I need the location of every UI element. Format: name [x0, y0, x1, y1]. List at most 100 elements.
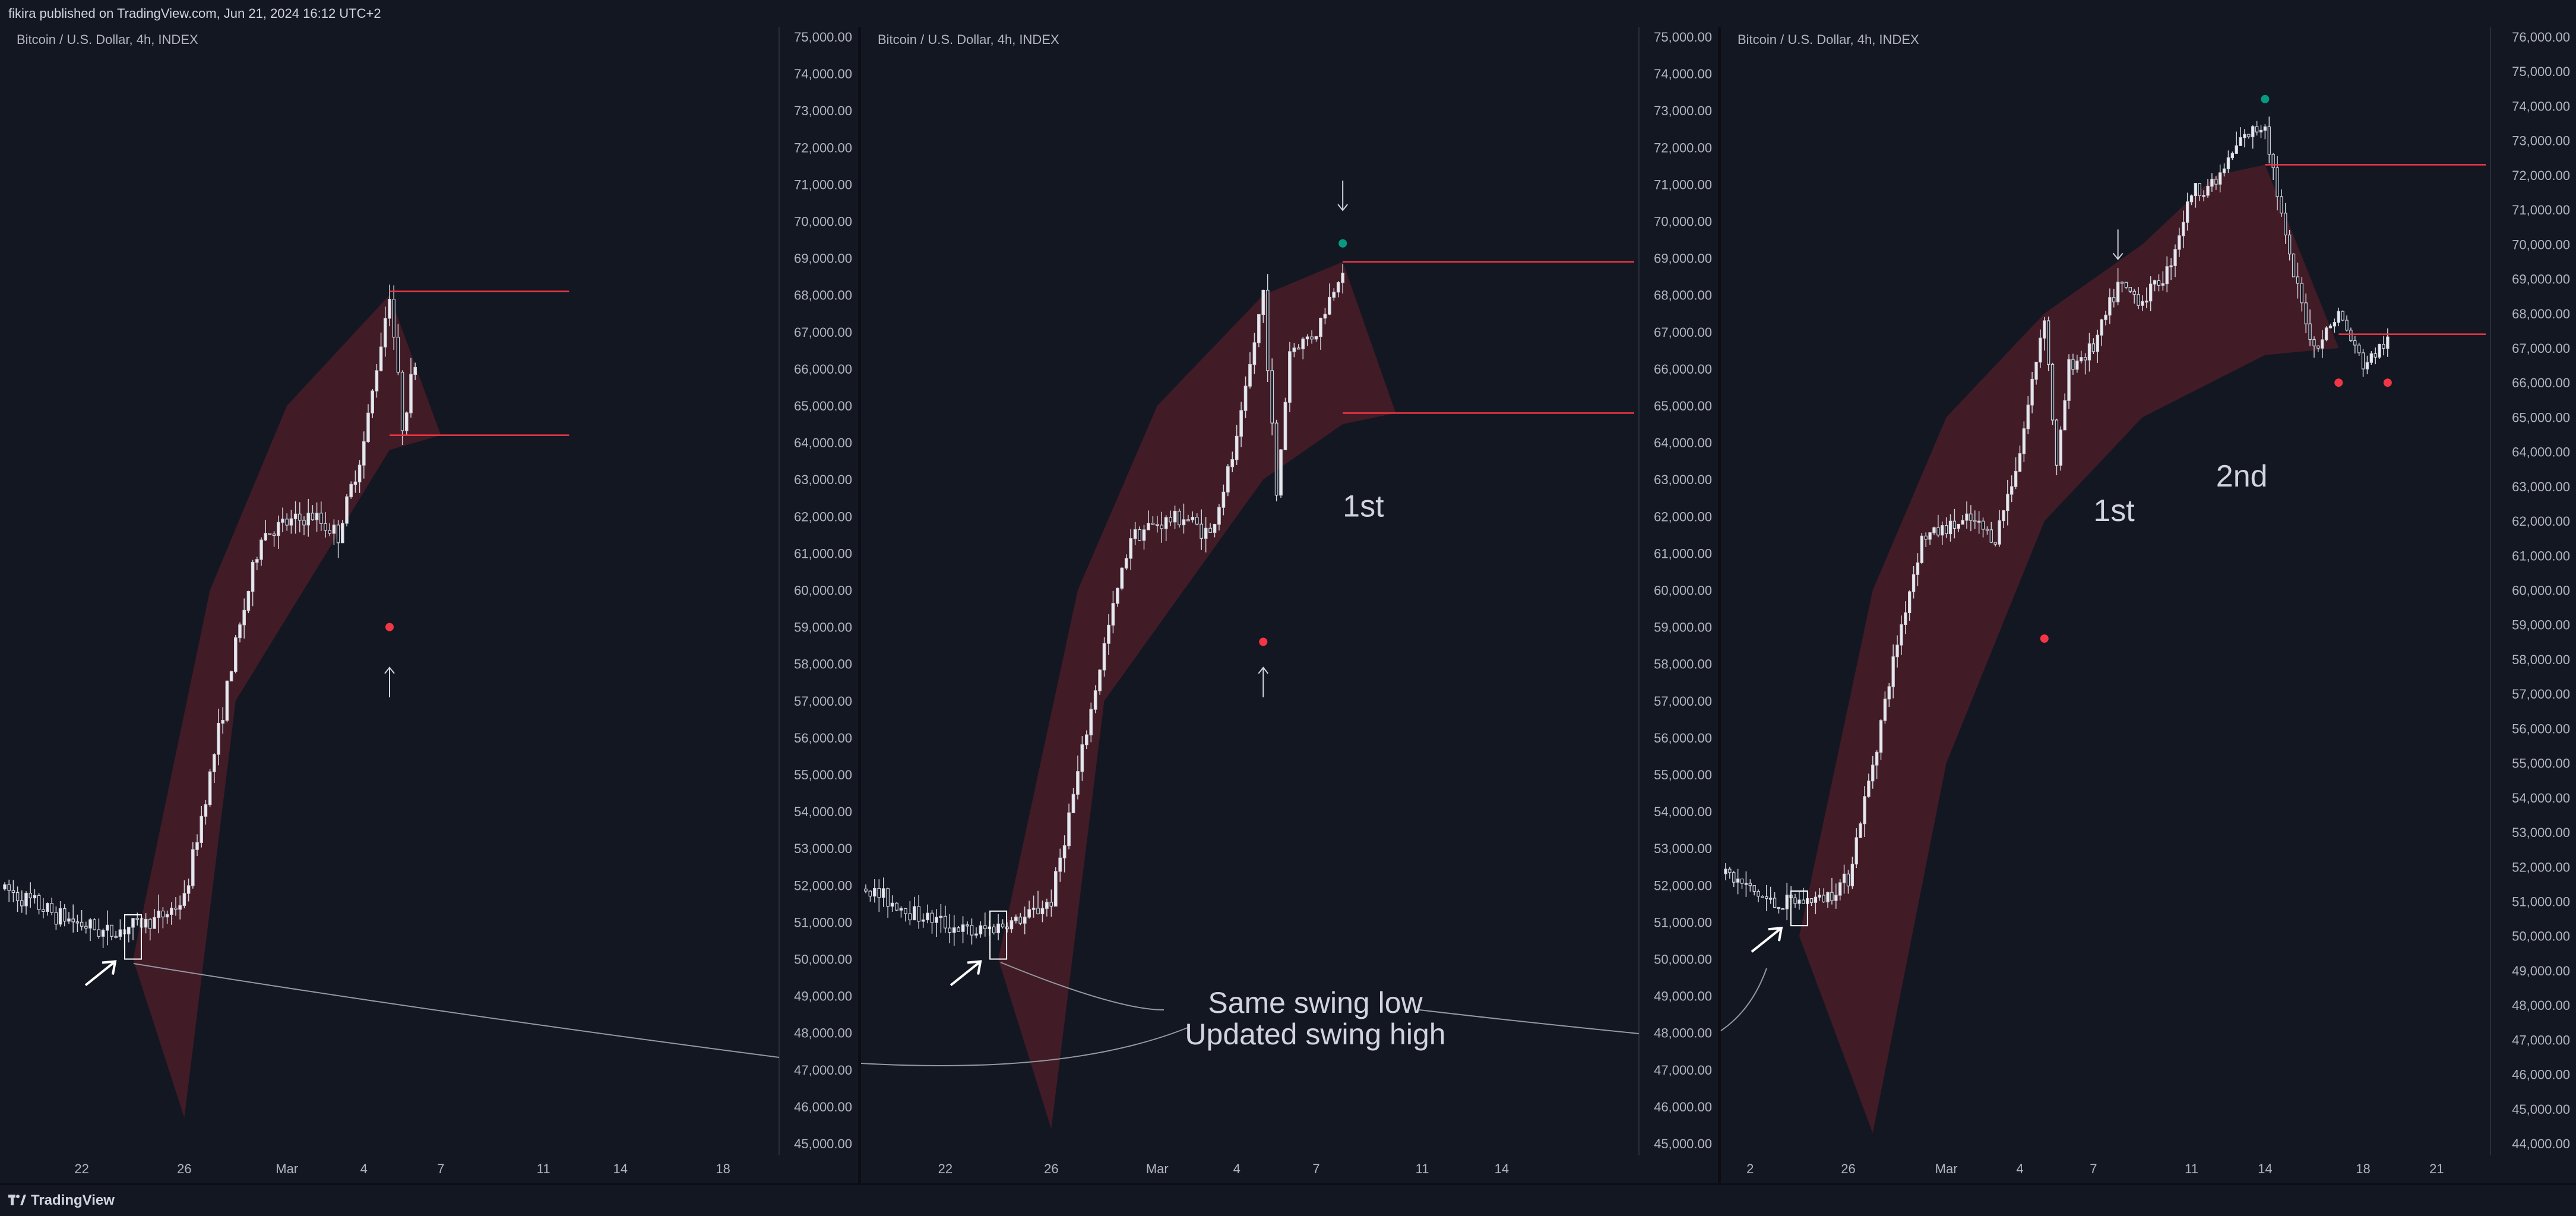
time-tick-label: Mar: [276, 1161, 298, 1176]
candle: [336, 520, 340, 558]
candle: [2182, 210, 2185, 248]
candle: [2116, 268, 2120, 306]
candle: [1261, 289, 1265, 323]
candle: [948, 914, 952, 943]
candle: [1204, 517, 1208, 552]
candle: [7, 879, 11, 902]
price-tick-label: 50,000.00: [2512, 929, 2570, 944]
pane-background: [0, 27, 858, 1155]
candle: [2157, 274, 2161, 292]
chart-pane-1[interactable]: 45,000.00 46,000.00 47,000.00 48,000.00 49,0…: [0, 27, 858, 1176]
candle: [1076, 755, 1080, 800]
candle: [289, 510, 293, 534]
price-axis[interactable]: 45,000.00 46,000.00 47,000.00 48,000.00 49,0…: [794, 30, 852, 1151]
candle: [2165, 256, 2169, 293]
candle: [2198, 182, 2201, 201]
candle: [1728, 867, 1732, 879]
candle: [1107, 614, 1110, 655]
candle: [1948, 514, 1952, 542]
candle: [182, 880, 186, 909]
candle: [379, 332, 383, 372]
band-projection: [1343, 261, 1396, 425]
candle: [979, 921, 983, 938]
candle: [1027, 901, 1031, 919]
candle: [2271, 153, 2275, 181]
candle: [2161, 271, 2165, 291]
price-tick-label: 56,000.00: [1654, 731, 1712, 746]
chart-pane-3[interactable]: 1st 2nd 44,000.00 45,000.00 46,000.00 47,000.…: [1718, 27, 2576, 1183]
candle: [908, 901, 912, 926]
candle: [1863, 786, 1866, 837]
candle: [371, 389, 374, 418]
price-tick-label: 70,000.00: [1654, 214, 1712, 229]
candle: [2026, 396, 2030, 434]
candle: [1965, 501, 1969, 529]
chart-pane-2[interactable]: 1st45,000.0046,000.0047,000.0048,000.004…: [858, 27, 1718, 1183]
time-axis[interactable]: 2 26 Mar 4 7 11 14 18 21: [1746, 1161, 2444, 1176]
price-axis[interactable]: 45,000.00 46,000.00 47,000.00 48,000.00 49,0…: [1654, 30, 1712, 1151]
candle: [1208, 523, 1212, 533]
tradingview-logo-icon[interactable]: [8, 1193, 26, 1206]
candle: [1998, 510, 2001, 547]
candle: [966, 921, 969, 935]
candle: [2194, 183, 2198, 208]
candle: [2185, 192, 2189, 231]
candle: [2333, 318, 2337, 333]
candle: [899, 906, 903, 918]
candle: [2075, 355, 2079, 373]
time-axis[interactable]: 22 26 Mar 4 7 11 14: [938, 1161, 1509, 1176]
candle: [1932, 526, 1936, 535]
swing-low-dot: [2383, 378, 2392, 387]
candle: [353, 470, 357, 493]
candle: [1243, 376, 1248, 418]
candle: [2341, 310, 2344, 321]
tradingview-brand[interactable]: TradingView: [31, 1192, 115, 1208]
candle: [1031, 895, 1036, 918]
candle: [2247, 134, 2251, 139]
swing-low-dot: [385, 623, 394, 631]
candle: [1213, 523, 1217, 538]
candle: [921, 913, 925, 928]
candle: [1732, 870, 1736, 887]
candle: [357, 460, 362, 493]
price-tick-label: 47,000.00: [1654, 1063, 1712, 1078]
candle: [1182, 503, 1186, 534]
connector-curve: [133, 963, 780, 1058]
candle: [2132, 289, 2136, 304]
candle: [1257, 314, 1261, 348]
price-tick-label: 56,000.00: [794, 731, 852, 746]
candle: [1920, 533, 1923, 564]
candle: [1895, 635, 1899, 668]
pane-separator[interactable]: [1718, 27, 1721, 1183]
candle: [2312, 336, 2316, 358]
candle: [2039, 329, 2042, 368]
price-tick-label: 51,000.00: [2512, 894, 2570, 909]
price-axis[interactable]: 44,000.00 45,000.00 46,000.00 47,000.00 48,0…: [2512, 30, 2570, 1151]
candle: [2230, 151, 2234, 160]
candle: [2022, 421, 2026, 462]
swing-band: [133, 295, 390, 1118]
candle: [1859, 822, 1862, 838]
price-tick-label: 52,000.00: [794, 878, 852, 893]
price-tick-label: 74,000.00: [2512, 99, 2570, 113]
candle: [2219, 165, 2222, 192]
price-tick-label: 70,000.00: [794, 214, 852, 229]
candle: [1785, 883, 1789, 921]
candle: [174, 897, 178, 916]
pane-separator[interactable]: [858, 27, 861, 1183]
candle: [328, 523, 331, 536]
candle: [1332, 288, 1336, 301]
candle: [1001, 919, 1005, 928]
candle: [1744, 871, 1748, 897]
candle: [1912, 566, 1916, 599]
candle: [1944, 517, 1948, 538]
candle: [2071, 353, 2075, 375]
candle: [1252, 333, 1257, 374]
candle: [200, 806, 203, 848]
candle: [2357, 342, 2361, 356]
candle: [20, 890, 24, 913]
candle: [1826, 891, 1830, 908]
candle: [935, 909, 938, 937]
candle: [1814, 891, 1818, 914]
time-axis[interactable]: 22 26 Mar 4 7 11 14 18: [74, 1161, 730, 1176]
